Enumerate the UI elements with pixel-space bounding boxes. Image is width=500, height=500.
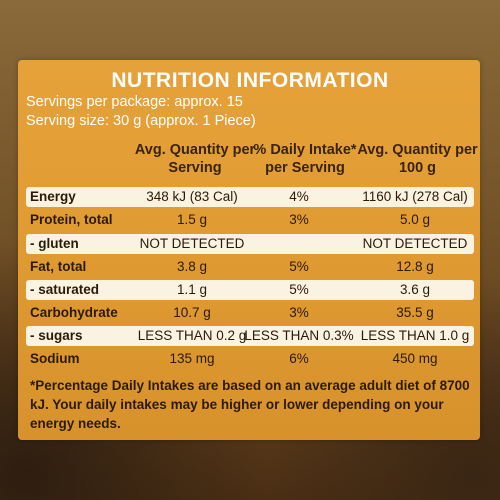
per-100g-value: 450 mg: [392, 351, 438, 366]
table-row-protein: Protein, total 1.5 g 3% 5.0 g: [26, 210, 474, 230]
row-label: Carbohydrate: [30, 305, 118, 320]
table-row-sodium: Sodium 135 mg 6% 450 mg: [26, 349, 474, 369]
daily-intake-value: 5%: [289, 259, 309, 274]
panel-title: NUTRITION INFORMATION: [111, 69, 389, 92]
row-label: - gluten: [30, 236, 79, 251]
table-row-energy: Energy 348 kJ (83 Cal) 4% 1160 kJ (278 C…: [26, 187, 474, 207]
per-serving-value: 3.8 g: [176, 259, 208, 274]
per-100g-value: 12.8 g: [396, 259, 434, 274]
table-row-carbohydrate: Carbohydrate 10.7 g 3% 35.5 g: [26, 303, 474, 323]
table-row-sugars: - sugars LESS THAN 0.2 g LESS THAN 0.3% …: [26, 326, 474, 346]
daily-intake-value: LESS THAN 0.3%: [244, 328, 354, 343]
daily-intake-value: 3%: [289, 212, 309, 227]
row-label: Protein, total: [30, 212, 113, 227]
table-row-fat: Fat, total 3.8 g 5% 12.8 g: [26, 257, 474, 277]
per-serving-value: 10.7 g: [173, 305, 211, 320]
row-label: - sugars: [30, 328, 83, 343]
daily-intake-value: 5%: [289, 282, 309, 297]
daily-intake-value: 6%: [289, 351, 309, 366]
daily-intake-value: 3%: [289, 305, 309, 320]
column-header-daily-intake: % Daily Intake* per Serving: [253, 142, 357, 176]
column-header-per-100g: Avg. Quantity per 100 g: [357, 142, 478, 176]
per-100g-value: 35.5 g: [396, 305, 434, 320]
per-serving-value: NOT DETECTED: [139, 236, 245, 251]
per-100g-value: 3.6 g: [399, 282, 431, 297]
table-row-saturated: - saturated 1.1 g 5% 3.6 g: [26, 280, 474, 300]
row-label: Sodium: [30, 351, 80, 366]
per-100g-value: 1160 kJ (278 Cal): [362, 189, 468, 204]
servings-per-package: Servings per package: approx. 15: [26, 94, 243, 110]
per-serving-value: 135 mg: [169, 351, 215, 366]
per-serving-value: LESS THAN 0.2 g: [137, 328, 247, 343]
row-label: Energy: [30, 189, 76, 204]
per-serving-value: 1.1 g: [176, 282, 208, 297]
per-serving-value: 348 kJ (83 Cal): [146, 189, 238, 204]
per-serving-value: 1.5 g: [176, 212, 208, 227]
table-row-gluten: - gluten NOT DETECTED NOT DETECTED: [26, 234, 474, 254]
row-label: - saturated: [30, 282, 100, 297]
daily-intake-value: 4%: [289, 189, 309, 204]
per-100g-value: NOT DETECTED: [362, 236, 468, 251]
row-label: Fat, total: [30, 259, 87, 274]
per-100g-value: LESS THAN 1.0 g: [360, 328, 470, 343]
per-100g-value: 5.0 g: [399, 212, 431, 227]
daily-intake-footnote: *Percentage Daily Intakes are based on a…: [30, 378, 470, 431]
column-header-per-serving: Avg. Quantity per Serving: [134, 142, 256, 176]
serving-size: Serving size: 30 g (approx. 1 Piece): [26, 113, 256, 129]
